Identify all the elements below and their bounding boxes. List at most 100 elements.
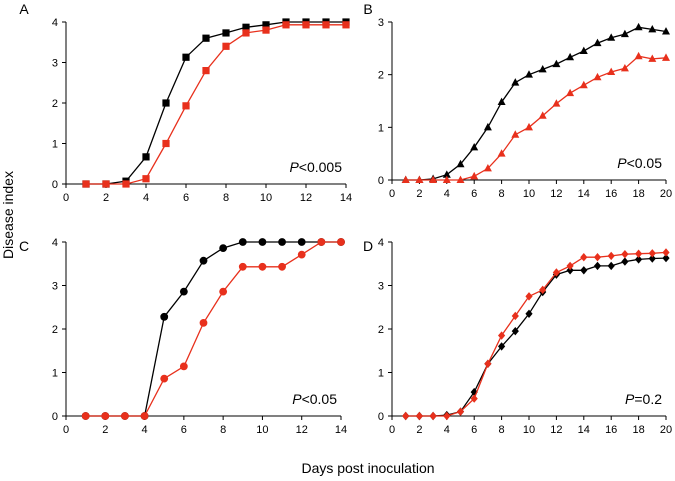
y-tick-label: 4 — [52, 237, 58, 249]
y-tick-label: 2 — [52, 324, 58, 336]
data-point-black — [607, 261, 615, 271]
y-tick-label: 0 — [378, 411, 384, 423]
x-tick-label: 14 — [578, 424, 590, 436]
data-point-red — [498, 331, 506, 340]
p-symbol: P — [289, 159, 299, 175]
y-tick-label: 1 — [378, 368, 384, 380]
data-point-red — [566, 88, 575, 97]
data-point-red — [262, 26, 270, 34]
data-point-red — [102, 180, 110, 188]
data-point-red — [648, 249, 656, 258]
p-value: <0.05 — [302, 391, 338, 407]
x-tick-label: 0 — [63, 424, 69, 436]
data-point-red — [140, 412, 149, 420]
y-tick-label: 3 — [52, 58, 58, 70]
data-point-red — [429, 411, 437, 421]
data-point-red — [82, 180, 90, 188]
data-point-red — [297, 250, 306, 259]
data-point-red — [539, 285, 547, 295]
x-tick-label: 10 — [523, 424, 535, 436]
x-tick-label: 2 — [416, 188, 422, 200]
data-point-red — [121, 412, 129, 420]
data-point-red — [101, 412, 110, 420]
x-tick-label: 8 — [220, 424, 226, 436]
x-tick-label: 14 — [335, 424, 347, 436]
data-point-black — [579, 46, 588, 54]
panel-letter: A — [19, 1, 29, 17]
data-point-red — [497, 149, 506, 157]
x-tick-label: 16 — [605, 424, 617, 436]
y-tick-label: 3 — [378, 281, 384, 293]
x-tick-label: 0 — [389, 188, 395, 200]
data-point-red — [162, 139, 170, 148]
data-point-red — [179, 362, 188, 371]
data-point-black — [238, 238, 247, 246]
data-point-black — [607, 33, 616, 41]
data-point-red — [511, 130, 520, 138]
x-tick-label: 0 — [389, 424, 395, 436]
data-point-black — [258, 238, 267, 246]
y-tick-label: 2 — [378, 324, 384, 336]
y-tick-label: 3 — [52, 281, 58, 293]
data-point-red — [317, 238, 326, 246]
data-point-red — [122, 180, 130, 188]
x-tick-label: 4 — [143, 192, 149, 204]
data-point-red — [322, 21, 330, 29]
data-point-black — [566, 52, 575, 61]
data-point-black — [662, 27, 670, 35]
p-value-label: P=0.2 — [625, 391, 662, 407]
x-tick-label: 8 — [223, 192, 229, 204]
series-line-red — [85, 241, 341, 417]
data-point-black — [593, 38, 602, 47]
x-tick-label: 4 — [444, 424, 450, 436]
data-point-red — [429, 175, 438, 183]
data-point-red — [662, 53, 670, 61]
data-point-red — [470, 171, 479, 180]
p-value-label: P<0.05 — [617, 155, 662, 171]
data-point-black — [634, 22, 643, 31]
data-point-black — [580, 266, 588, 275]
data-point-red — [337, 238, 345, 246]
panel-letter: D — [363, 238, 373, 254]
data-point-black — [498, 342, 506, 351]
data-point-red — [538, 111, 547, 119]
data-point-black — [497, 97, 506, 106]
x-tick-label: 2 — [103, 192, 109, 204]
x-tick-label: 12 — [550, 188, 562, 200]
data-point-red — [580, 253, 588, 262]
x-tick-label: 12 — [296, 424, 308, 436]
data-point-black — [552, 59, 561, 68]
data-point-red — [142, 175, 150, 183]
data-point-black — [179, 287, 188, 296]
p-symbol: P — [292, 391, 302, 407]
data-point-red — [552, 268, 560, 277]
p-value: <0.05 — [627, 155, 663, 171]
x-tick-label: 14 — [578, 188, 590, 200]
data-point-red — [342, 21, 350, 29]
data-point-black — [219, 244, 228, 252]
x-tick-label: 0 — [63, 192, 69, 204]
y-tick-label: 1 — [52, 368, 58, 380]
data-point-black — [662, 253, 670, 263]
x-tick-label: 14 — [340, 192, 352, 204]
data-point-red — [401, 175, 410, 183]
data-point-black — [635, 255, 643, 264]
y-tick-label: 0 — [52, 411, 58, 423]
data-point-black — [442, 170, 451, 178]
data-point-black — [160, 312, 169, 321]
data-point-red — [470, 394, 478, 403]
data-point-red — [199, 319, 208, 327]
x-axis-title: Days post inoculation — [301, 460, 434, 476]
data-point-black — [483, 122, 492, 131]
data-point-black — [199, 256, 208, 265]
data-point-red — [484, 359, 492, 368]
x-tick-label: 16 — [605, 188, 617, 200]
data-point-red — [278, 262, 286, 271]
x-tick-label: 10 — [523, 188, 535, 200]
data-point-red — [552, 99, 561, 107]
p-value: <0.005 — [299, 159, 342, 175]
p-symbol: P — [617, 155, 627, 171]
